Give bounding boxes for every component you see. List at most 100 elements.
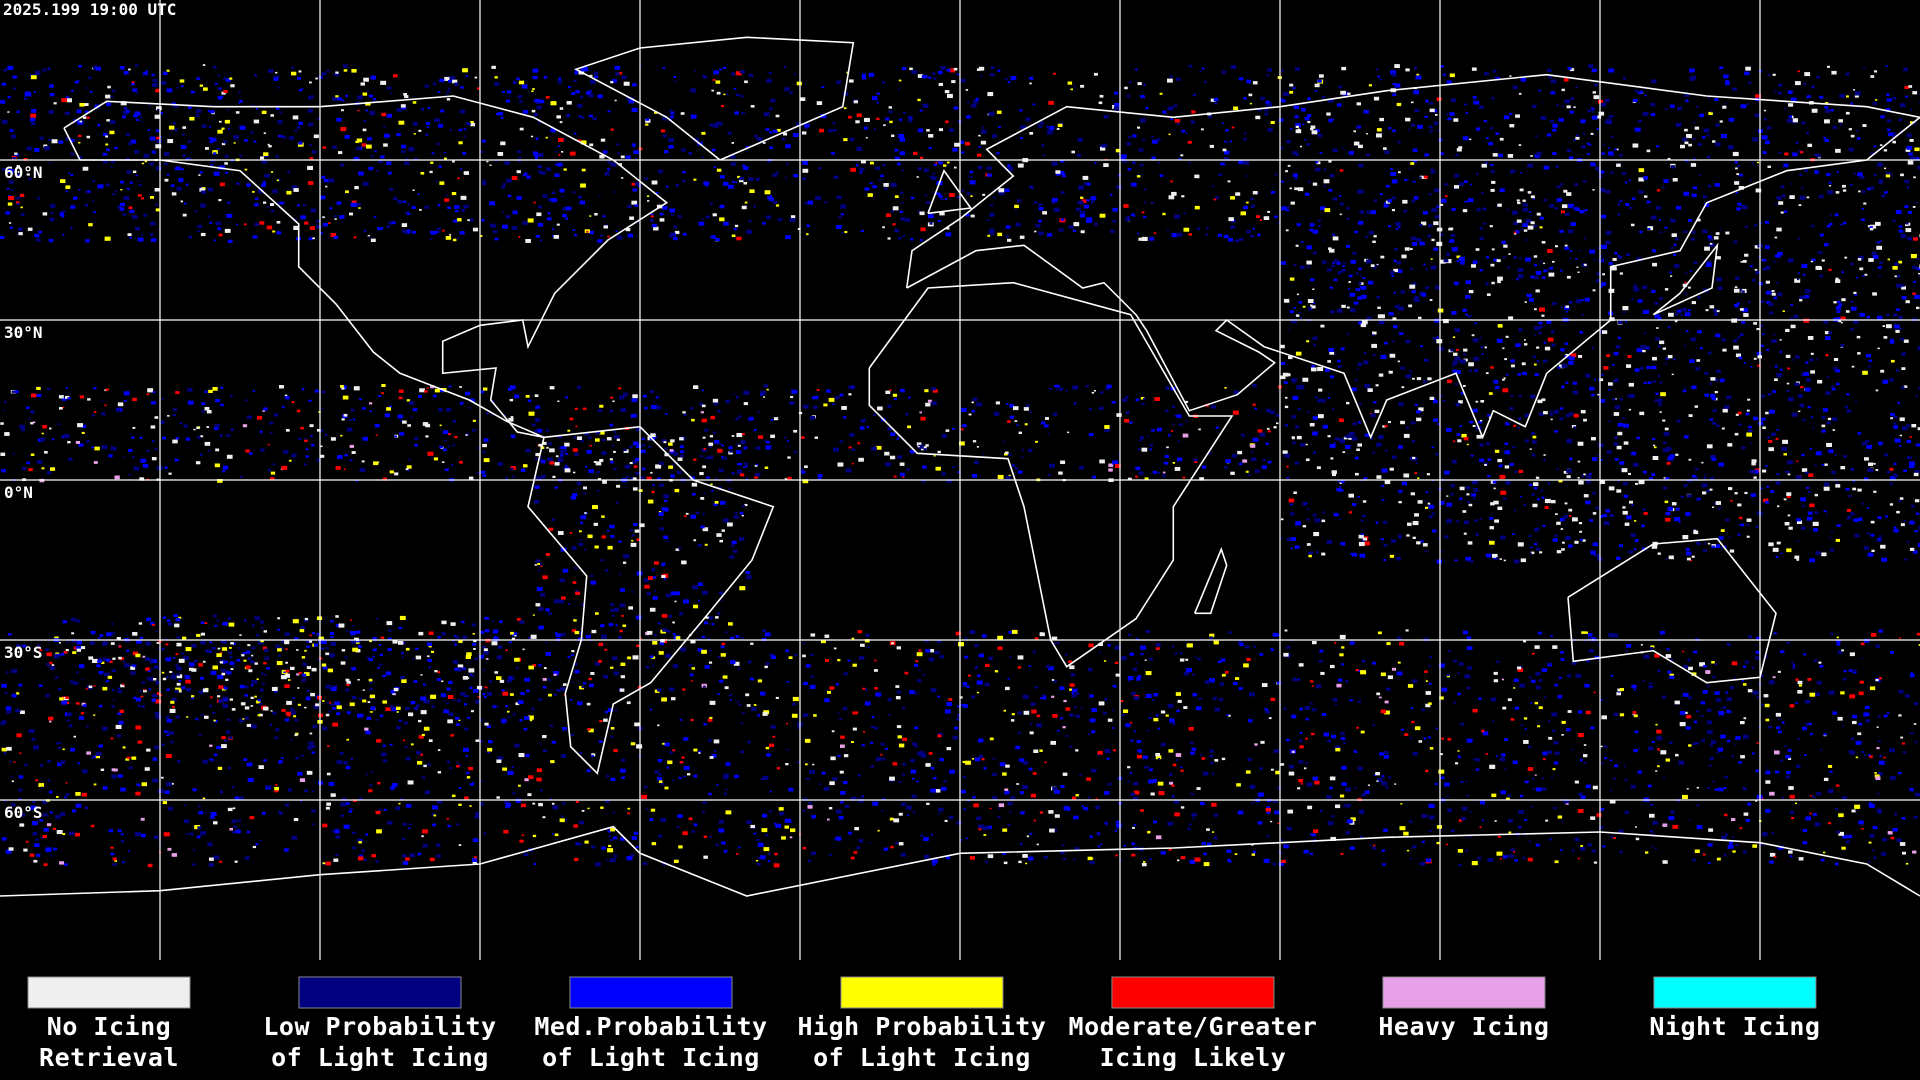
icing-pixel (649, 708, 653, 711)
icing-pixel (976, 680, 983, 685)
icing-pixel (722, 66, 726, 70)
icing-pixel (106, 148, 110, 152)
icing-pixel (1761, 703, 1764, 706)
icing-pixel (1115, 823, 1122, 828)
icing-pixel (316, 224, 322, 229)
icing-pixel (1288, 771, 1295, 776)
icing-pixel (562, 683, 567, 686)
icing-pixel (1869, 803, 1875, 808)
icing-pixel (790, 215, 796, 219)
icing-pixel (18, 683, 23, 687)
icing-pixel (1371, 661, 1376, 665)
icing-pixel (1280, 763, 1285, 766)
icing-pixel (1073, 222, 1080, 227)
icing-pixel (309, 634, 312, 637)
icing-pixel (1323, 732, 1329, 737)
icing-pixel (620, 768, 626, 773)
icing-pixel (111, 89, 116, 93)
icing-pixel (1789, 811, 1795, 814)
icing-pixel (1072, 796, 1077, 800)
icing-pixel (1191, 817, 1195, 820)
icing-pixel (138, 705, 141, 707)
icing-pixel (1265, 100, 1270, 104)
icing-pixel (547, 212, 551, 215)
icing-pixel (1725, 833, 1729, 836)
icing-pixel (1194, 205, 1200, 210)
icing-pixel (876, 117, 880, 120)
icing-pixel (1295, 244, 1299, 247)
icing-pixel (1034, 230, 1037, 233)
icing-pixel (1900, 234, 1907, 238)
icing-pixel (112, 863, 117, 867)
icing-pixel (1712, 675, 1716, 679)
icing-pixel (1651, 249, 1657, 253)
icing-pixel (1403, 831, 1409, 836)
icing-pixel (496, 759, 502, 763)
icing-pixel (272, 230, 276, 233)
icing-pixel (109, 120, 116, 125)
icing-pixel (682, 171, 686, 174)
icing-pixel (1079, 213, 1086, 218)
icing-pixel (261, 812, 266, 815)
icing-pixel (60, 179, 66, 183)
icing-pixel (610, 727, 615, 730)
icing-pixel (281, 135, 287, 139)
icing-pixel (1912, 121, 1917, 125)
icing-pixel (875, 692, 882, 697)
icing-pixel (1478, 697, 1482, 700)
icing-pixel (1634, 90, 1638, 92)
icing-pixel (1158, 791, 1165, 796)
icing-pixel (1321, 95, 1326, 99)
icing-pixel (1872, 849, 1875, 852)
icing-pixel (1065, 707, 1071, 711)
icing-pixel (1205, 233, 1208, 236)
icing-pixel (1413, 196, 1419, 200)
icing-pixel (458, 844, 462, 846)
icing-pixel (217, 766, 223, 770)
icing-pixel (812, 763, 815, 766)
icing-pixel (1123, 844, 1127, 847)
icing-pixel (767, 754, 771, 757)
icing-pixel (651, 213, 654, 216)
icing-pixel (363, 229, 367, 233)
icing-pixel (1334, 703, 1337, 706)
icing-pixel (1823, 851, 1826, 854)
icing-pixel (387, 171, 392, 175)
icing-pixel (146, 748, 151, 752)
icing-pixel (725, 810, 732, 815)
icing-pixel (1237, 640, 1242, 644)
icing-pixel (151, 698, 157, 702)
icing-pixel (985, 663, 990, 667)
icing-pixel (1379, 78, 1382, 81)
icing-pixel (526, 689, 530, 693)
icing-pixel (1607, 147, 1610, 149)
icing-pixel (42, 813, 48, 817)
icing-pixel (1289, 764, 1295, 769)
icing-pixel (1824, 119, 1830, 124)
icing-pixel (1123, 204, 1129, 208)
icing-pixel (718, 828, 725, 833)
icing-pixel (1852, 669, 1857, 672)
icing-pixel (458, 803, 462, 806)
icing-pixel (1703, 195, 1708, 199)
icing-pixel (93, 211, 96, 214)
icing-pixel (373, 216, 377, 218)
icing-pixel (16, 165, 20, 168)
icing-pixel (1062, 857, 1066, 861)
icing-pixel (1726, 643, 1731, 646)
icing-pixel (135, 226, 141, 231)
icing-pixel (873, 128, 877, 130)
icing-pixel (108, 829, 114, 833)
icing-pixel (484, 686, 488, 689)
icing-pixel (949, 769, 955, 774)
icing-pixel (110, 166, 113, 169)
icing-pixel (59, 861, 64, 865)
icing-pixel (1243, 97, 1247, 100)
icing-pixel (34, 745, 39, 748)
icing-pixel (1792, 664, 1795, 666)
icing-pixel (750, 105, 755, 108)
icing-pixel (1773, 632, 1777, 635)
icing-pixel (1338, 85, 1343, 89)
icing-pixel (112, 857, 117, 861)
icing-pixel (805, 763, 808, 766)
